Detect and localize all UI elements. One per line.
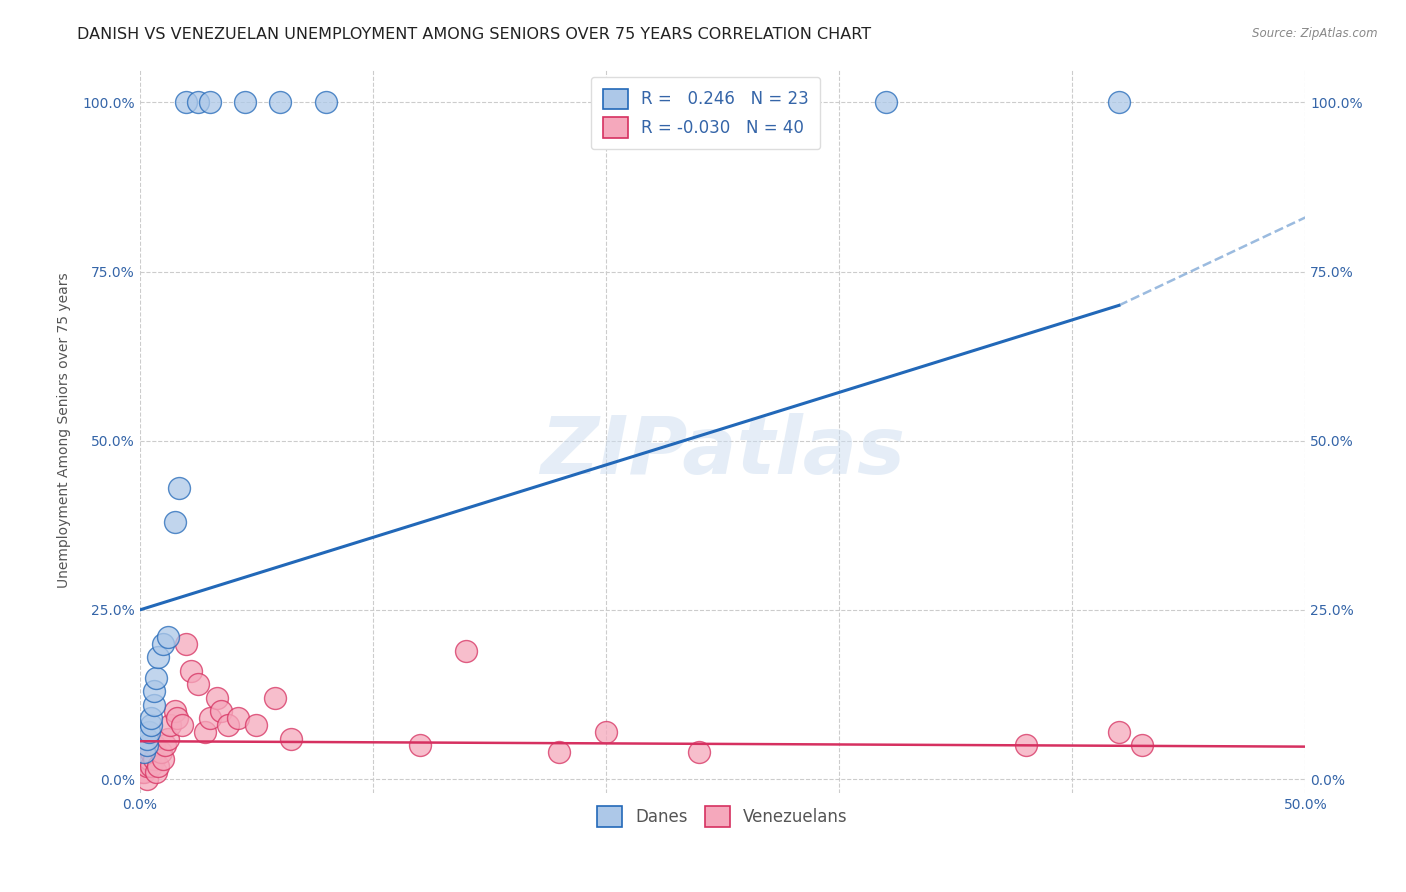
Point xyxy=(149,745,172,759)
Point xyxy=(1108,724,1130,739)
Point xyxy=(233,95,256,110)
Point xyxy=(280,731,302,746)
Point xyxy=(875,95,897,110)
Point xyxy=(688,745,710,759)
Point xyxy=(156,731,179,746)
Point xyxy=(315,95,337,110)
Point xyxy=(138,724,160,739)
Point xyxy=(408,739,430,753)
Point xyxy=(163,515,186,529)
Point xyxy=(187,677,209,691)
Point xyxy=(1108,95,1130,110)
Point xyxy=(142,698,165,712)
Point xyxy=(209,705,232,719)
Point xyxy=(170,718,193,732)
Point xyxy=(145,765,167,780)
Point xyxy=(166,711,188,725)
Point xyxy=(152,752,174,766)
Point xyxy=(180,664,202,678)
Point xyxy=(148,650,170,665)
Point xyxy=(269,95,291,110)
Y-axis label: Unemployment Among Seniors over 75 years: Unemployment Among Seniors over 75 years xyxy=(58,273,72,589)
Point xyxy=(176,95,198,110)
Point xyxy=(176,637,198,651)
Point xyxy=(134,745,156,759)
Point xyxy=(205,690,228,705)
Text: DANISH VS VENEZUELAN UNEMPLOYMENT AMONG SENIORS OVER 75 YEARS CORRELATION CHART: DANISH VS VENEZUELAN UNEMPLOYMENT AMONG … xyxy=(77,27,872,42)
Point xyxy=(142,684,165,698)
Point xyxy=(138,752,160,766)
Point xyxy=(169,481,191,495)
Point xyxy=(163,705,186,719)
Point xyxy=(141,718,163,732)
Point xyxy=(152,637,174,651)
Point xyxy=(194,724,217,739)
Point xyxy=(264,690,287,705)
Point xyxy=(135,772,157,786)
Point xyxy=(141,758,163,772)
Point xyxy=(134,752,156,766)
Point xyxy=(187,95,209,110)
Point xyxy=(135,758,157,772)
Point xyxy=(595,724,617,739)
Point xyxy=(135,731,157,746)
Point xyxy=(198,711,221,725)
Point xyxy=(155,739,177,753)
Point xyxy=(134,765,156,780)
Point xyxy=(141,711,163,725)
Point xyxy=(135,739,157,753)
Point xyxy=(131,765,153,780)
Text: ZIPatlas: ZIPatlas xyxy=(540,413,905,491)
Point xyxy=(142,739,165,753)
Point xyxy=(145,671,167,685)
Point xyxy=(141,745,163,759)
Point xyxy=(1014,739,1036,753)
Point xyxy=(156,630,179,644)
Legend: Danes, Venezuelans: Danes, Venezuelans xyxy=(589,798,856,835)
Point xyxy=(548,745,571,759)
Text: Source: ZipAtlas.com: Source: ZipAtlas.com xyxy=(1253,27,1378,40)
Point xyxy=(1130,739,1153,753)
Point xyxy=(148,758,170,772)
Point xyxy=(142,752,165,766)
Point xyxy=(456,643,478,657)
Point xyxy=(198,95,221,110)
Point xyxy=(159,718,181,732)
Point xyxy=(217,718,239,732)
Point xyxy=(641,95,664,110)
Point xyxy=(226,711,249,725)
Point xyxy=(245,718,267,732)
